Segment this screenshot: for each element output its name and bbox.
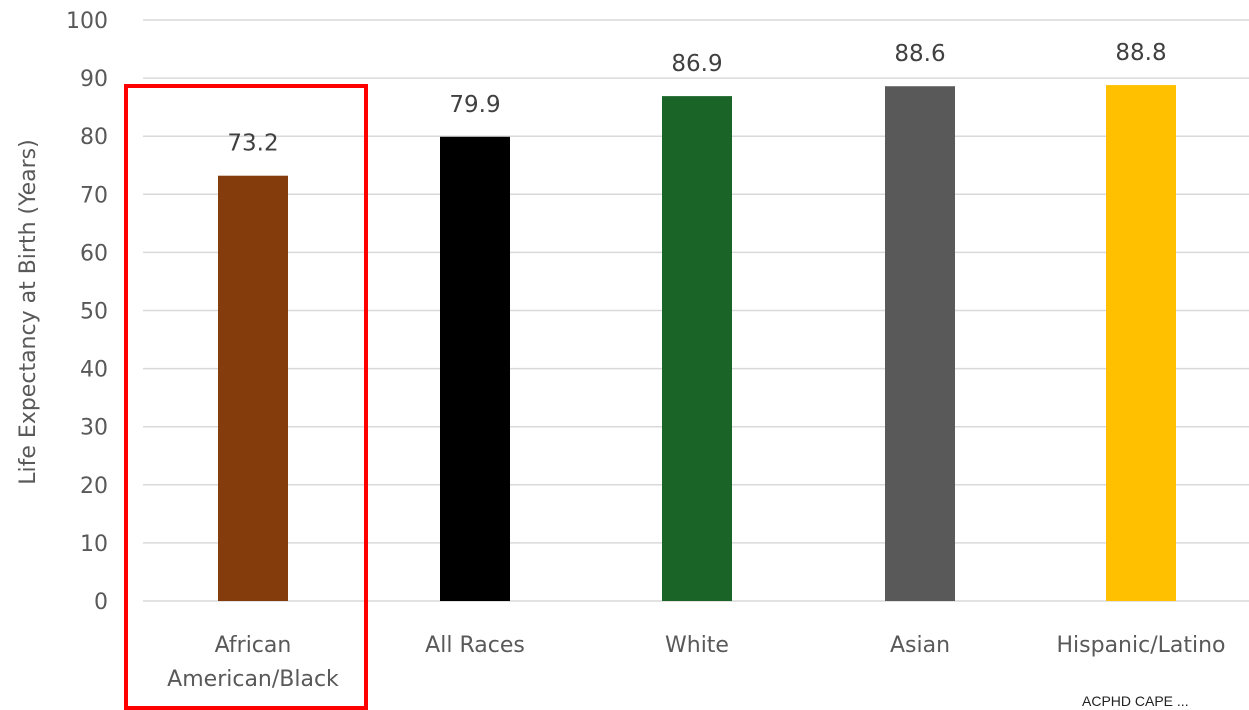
y-axis-title: Life Expectancy at Birth (Years) — [16, 139, 41, 484]
data-label: 86.9 — [671, 51, 722, 77]
bar — [662, 96, 732, 602]
bar — [1106, 85, 1176, 601]
y-tick-label: 80 — [80, 125, 108, 150]
y-tick-label: 50 — [80, 300, 108, 325]
x-tick-label: White — [665, 633, 729, 658]
x-tick-label: American/Black — [167, 667, 339, 692]
x-tick-label: African — [215, 633, 292, 658]
bar — [440, 136, 510, 601]
bar — [218, 175, 288, 601]
data-label: 88.6 — [894, 41, 945, 67]
bar — [885, 86, 955, 601]
y-tick-label: 10 — [80, 532, 108, 557]
y-tick-label: 40 — [80, 358, 108, 383]
data-label: 79.9 — [449, 92, 500, 118]
y-tick-label: 30 — [80, 416, 108, 441]
x-tick-label: Hispanic/Latino — [1056, 633, 1225, 658]
highlight-box — [124, 84, 368, 710]
data-labels: 73.2 79.9 86.9 88.6 88.8 — [227, 40, 1166, 157]
y-tick-label: 60 — [80, 241, 108, 266]
x-tick-label: Asian — [890, 633, 950, 658]
footer-source-text: ACPHD CAPE ... — [1082, 693, 1189, 709]
y-axis-tick-labels: 0 10 20 30 40 50 60 70 80 90 100 — [66, 9, 108, 615]
y-tick-label: 100 — [66, 9, 108, 34]
x-tick-label: All Races — [425, 633, 525, 658]
bars — [218, 85, 1176, 602]
y-tick-label: 70 — [80, 183, 108, 208]
data-label: 73.2 — [227, 131, 278, 157]
y-tick-label: 20 — [80, 474, 108, 499]
y-tick-label: 90 — [80, 67, 108, 92]
x-axis-category-labels: African American/Black All Races White Asian… — [167, 633, 1225, 692]
y-tick-label: 0 — [94, 590, 108, 615]
data-label: 88.8 — [1115, 40, 1166, 66]
